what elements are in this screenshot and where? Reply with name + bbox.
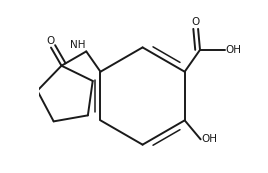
- Text: O: O: [192, 17, 200, 27]
- Text: O: O: [46, 36, 54, 46]
- Text: NH: NH: [70, 39, 85, 49]
- Text: OH: OH: [202, 134, 218, 144]
- Text: OH: OH: [226, 45, 242, 55]
